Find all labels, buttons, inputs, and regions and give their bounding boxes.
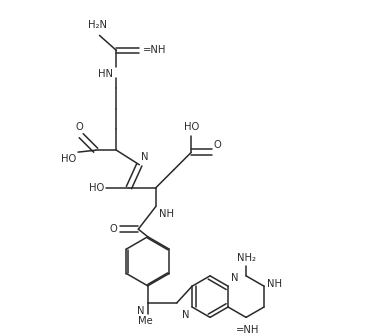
- Text: HO: HO: [61, 154, 76, 164]
- Text: NH₂: NH₂: [236, 253, 256, 263]
- Text: N: N: [141, 152, 149, 162]
- Text: O: O: [75, 122, 83, 132]
- Text: N: N: [137, 306, 145, 316]
- Text: HN: HN: [98, 69, 113, 79]
- Text: O: O: [214, 140, 222, 150]
- Text: H₂N: H₂N: [88, 20, 107, 30]
- Text: HO: HO: [184, 122, 199, 132]
- Text: NH: NH: [159, 209, 174, 219]
- Text: =NH: =NH: [236, 325, 259, 335]
- Text: =NH: =NH: [143, 46, 166, 56]
- Text: NH: NH: [267, 279, 282, 289]
- Text: HO: HO: [89, 183, 104, 193]
- Text: N: N: [182, 310, 189, 320]
- Text: O: O: [110, 224, 118, 234]
- Text: N: N: [231, 273, 238, 283]
- Text: Me: Me: [139, 316, 153, 326]
